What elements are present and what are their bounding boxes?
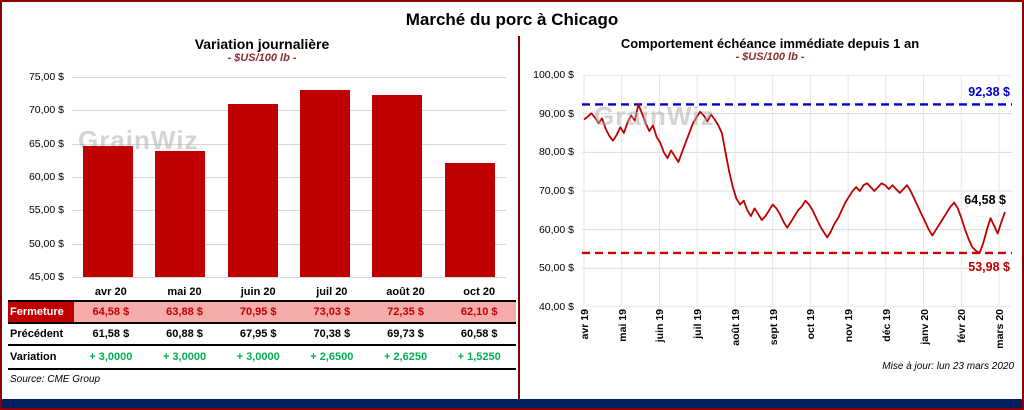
high-value-annotation: 92,38 $ <box>968 85 1010 100</box>
table-cell: 69,73 $ <box>387 328 424 340</box>
x-tick-label: nov 19 <box>843 309 856 343</box>
bar <box>227 104 278 277</box>
bar-chart: 75,00 $ 70,00 $ 65,00 $ 60,00 $ 55,00 $ 50,00… <box>8 71 516 283</box>
y-tick-label: 75,00 $ <box>28 71 64 83</box>
table-cell: 70,38 $ <box>313 328 351 340</box>
y-tick-label: 55,00 $ <box>28 204 64 217</box>
line-chart-title: Comportement échéance immédiate depuis 1… <box>620 36 920 51</box>
y-tick-label: 100,00 $ <box>533 69 574 81</box>
x-tick-label: mars 20 <box>994 309 1006 349</box>
bar <box>372 94 423 277</box>
x-tick-label: juin 19 <box>654 309 667 343</box>
panel-divider <box>518 36 520 399</box>
line-x-axis: avr 19 mai 19 juin 19 juil 19 août 19 sept 19… <box>579 307 1012 359</box>
y-tick-label: 70,00 $ <box>538 185 574 197</box>
y-tick-label: 70,00 $ <box>28 104 64 117</box>
table-cell: 67,95 $ <box>239 328 277 340</box>
column-header: oct 20 <box>463 285 496 298</box>
table-cell: 60,58 $ <box>460 328 498 340</box>
price-series-line <box>583 103 1006 254</box>
y-tick-label: 40,00 $ <box>538 301 574 313</box>
line-chart-subtitle: - $US/100 lb - <box>735 51 805 63</box>
gridline <box>72 110 506 112</box>
bar-y-axis: 75,00 $ 70,00 $ 65,00 $ 60,00 $ 55,00 $ 50,00… <box>8 71 72 283</box>
table-cell: + 3,0000 <box>89 351 133 363</box>
line-chart-svg <box>582 75 1012 307</box>
column-header: mai 20 <box>167 285 202 298</box>
price-table: avr 20 mai 20 juin 20 juil 20 août 20 oct 20 F… <box>8 283 516 370</box>
current-value-annotation: 64,58 $ <box>964 192 1006 207</box>
table-cell: + 3,0000 <box>236 351 280 363</box>
y-tick-label: 80,00 $ <box>538 146 574 159</box>
x-tick-label: janv 20 <box>918 309 931 345</box>
bar <box>83 146 134 277</box>
column-header: juil 20 <box>316 285 348 298</box>
y-tick-label: 65,00 $ <box>28 137 64 150</box>
y-tick-label: 60,00 $ <box>538 223 574 236</box>
row-label: Fermeture <box>8 302 74 322</box>
bar <box>155 151 206 277</box>
line-y-axis: 100,00 $ 90,00 $ 80,00 $ 70,00 $ 60,00 $ 50,0… <box>524 69 582 313</box>
x-tick-label: août 19 <box>729 309 742 346</box>
page-title: Marché du porc à Chicago <box>405 10 619 29</box>
bar-plot-area: GrainWiz <box>72 77 506 278</box>
table-row: Fermeture 64,58 $ 63,88 $ 70,95 $ 73,03 $ 72,… <box>8 302 516 324</box>
table-cell: 60,88 $ <box>166 328 203 340</box>
gridline <box>72 243 506 245</box>
table-row: Variation + 3,0000 + 3,0000 + 3,0000 + 2,650… <box>8 346 516 368</box>
table-row: Précédent 61,58 $ 60,88 $ 67,95 $ 70,38 $ 69,… <box>8 324 516 346</box>
table-cell: + 2,6500 <box>310 351 354 363</box>
bar-chart-subtitle: - $US/100 lb - <box>227 52 297 64</box>
table-cell: + 3,0000 <box>162 351 207 363</box>
bar <box>444 163 495 277</box>
gridline <box>72 210 506 212</box>
x-tick-label: avr 19 <box>579 309 591 340</box>
table-cell: 63,88 $ <box>166 306 203 318</box>
bar-chart-title: Variation journalière <box>194 36 330 52</box>
source-note: Source: CME Group <box>10 374 101 385</box>
table-cell: 61,58 $ <box>92 328 130 340</box>
table-cell: 73,03 $ <box>313 306 351 318</box>
column-header: avr 20 <box>94 285 127 298</box>
x-tick-label: oct 19 <box>805 309 818 340</box>
y-tick-label: 60,00 $ <box>28 171 64 183</box>
line-chart: 100,00 $ 90,00 $ 80,00 $ 70,00 $ 60,00 $ 50,0… <box>524 69 1016 313</box>
table-header-row: avr 20 mai 20 juin 20 juil 20 août 20 oct 20 <box>8 283 516 302</box>
gridline <box>72 77 506 78</box>
column-header: août 20 <box>386 285 425 298</box>
bars-group <box>72 77 506 277</box>
bar <box>300 90 351 277</box>
row-label: Précédent <box>10 328 64 340</box>
table-cell: + 1,5250 <box>457 351 501 363</box>
table-cell: 64,58 $ <box>92 306 130 318</box>
y-tick-label: 50,00 $ <box>538 262 574 275</box>
bottom-accent-bar <box>2 399 1022 408</box>
gridline <box>72 277 506 278</box>
x-tick-label: févr 20 <box>956 309 969 343</box>
update-note: Mise à jour: lun 23 mars 2020 <box>882 361 1014 372</box>
low-value-annotation: 53,98 $ <box>968 259 1010 274</box>
one-year-behaviour-panel: Comportement échéance immédiate depuis 1… <box>524 36 1016 372</box>
y-tick-label: 45,00 $ <box>28 271 64 283</box>
line-plot-area: GrainWiz 92,38 $ 64,58 $ 53,98 $ <box>582 75 1012 307</box>
daily-variation-panel: Variation journalière - $US/100 lb - 75,… <box>8 36 516 385</box>
column-header: juin 20 <box>240 285 276 298</box>
x-tick-label: mai 19 <box>616 309 629 342</box>
x-tick-label: déc 19 <box>880 309 893 342</box>
y-tick-label: 90,00 $ <box>538 107 574 120</box>
x-tick-label: sept 19 <box>767 309 780 346</box>
x-tick-label: juil 19 <box>692 309 705 339</box>
gridline <box>72 177 506 178</box>
table-cell: 70,95 $ <box>239 306 277 318</box>
table-cell: + 2,6250 <box>383 351 428 363</box>
table-cell: 62,10 $ <box>460 306 498 318</box>
row-label: Variation <box>10 351 57 363</box>
y-tick-label: 50,00 $ <box>28 237 64 250</box>
row-label <box>8 283 74 300</box>
table-cell: 72,35 $ <box>387 306 424 318</box>
gridline <box>72 143 506 145</box>
